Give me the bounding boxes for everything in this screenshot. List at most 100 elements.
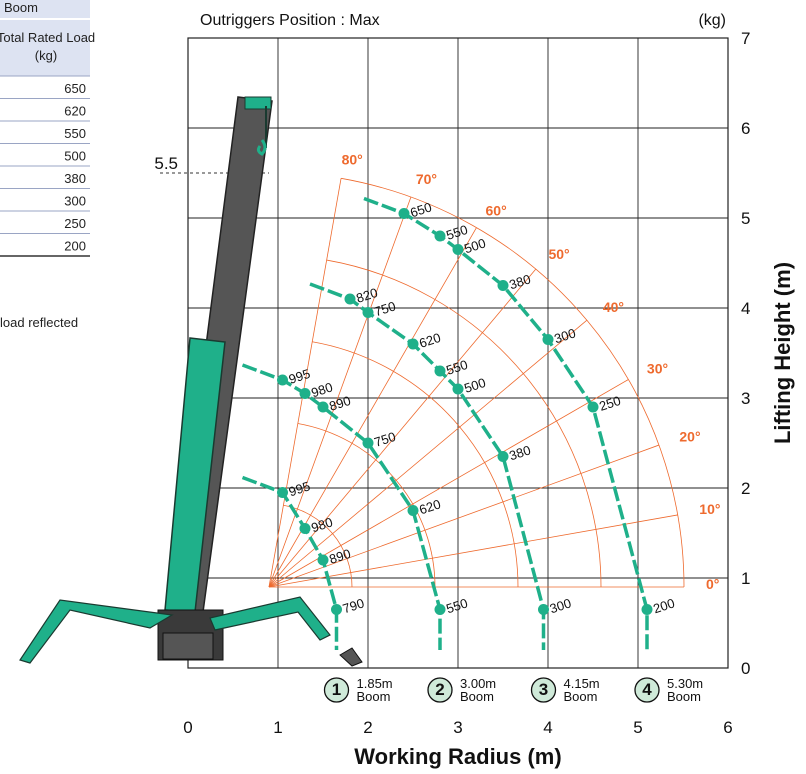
angle-label: 70° (416, 171, 437, 187)
load-point (452, 383, 464, 395)
radius-angle-guides: 80° 70° 60° 50° 40° 30° 20° 10° 0° (268, 152, 720, 592)
crane-illustration (19, 96, 363, 667)
guide-ray (268, 227, 477, 588)
table-header-band (0, 20, 90, 76)
load-label: 980 (309, 379, 334, 400)
x-tick-label: 3 (453, 718, 462, 737)
load-point (317, 554, 329, 566)
x-tick-label: 5 (633, 718, 642, 737)
guide-ray (268, 319, 588, 588)
load-point (434, 604, 446, 615)
load-label: 890 (327, 393, 352, 414)
guide-ray (268, 196, 412, 588)
y-tick-label: 2 (741, 479, 750, 498)
load-label: 750 (372, 429, 397, 450)
table-column-header: Total Rated Load (0, 30, 95, 45)
x-tick-label: 1 (273, 718, 282, 737)
unit-label: (kg) (698, 12, 726, 29)
load-label: 820 (354, 285, 379, 306)
load-point (497, 280, 509, 291)
grid-lines (160, 38, 728, 668)
rated-load-table: Boom Total Rated Load (kg) 650 620 550 500 3… (0, 0, 95, 330)
guide-ray (268, 178, 342, 588)
x-tick-label: 0 (183, 718, 192, 737)
load-label: 620 (417, 496, 442, 517)
angle-label: 40° (603, 299, 624, 315)
y-tick-label: 6 (741, 119, 750, 138)
table-cell-value: 500 (64, 149, 86, 164)
crane-tracks (162, 632, 214, 660)
table-cell-value: 300 (64, 194, 86, 209)
boom-length: 4.15m (564, 676, 600, 691)
angle-label: 10° (699, 501, 720, 517)
load-label: 550 (444, 222, 469, 243)
table-cell-value: 200 (64, 239, 86, 254)
load-point (434, 365, 446, 377)
load-label: 995 (287, 478, 312, 499)
boom-length: 5.30m (667, 676, 703, 691)
outrigger-right (209, 596, 331, 641)
angle-label: 50° (548, 246, 569, 262)
y-tick-label: 5 (741, 209, 750, 228)
angle-label: 20° (679, 429, 700, 445)
boom-number: 4 (642, 680, 652, 699)
load-label: 550 (444, 357, 469, 378)
load-point (331, 604, 342, 615)
boom-number-badge (530, 677, 557, 703)
load-point (434, 230, 446, 242)
x-tick-label: 6 (723, 718, 732, 737)
boom-word: Boom (667, 689, 701, 704)
table-cell-value: 250 (64, 216, 86, 231)
table-rows: 650 620 550 500 380 300 250 200 (0, 75, 90, 257)
boom-word: Boom (357, 689, 391, 704)
load-point (299, 523, 311, 534)
load-label: 500 (462, 235, 487, 256)
load-label: 500 (462, 375, 487, 396)
x-tick-label: 2 (363, 718, 372, 737)
angle-label: 30° (647, 361, 668, 377)
load-point (407, 338, 419, 350)
height-marker-label: 5.5 (154, 154, 178, 173)
load-label: 890 (327, 546, 352, 567)
load-label: 250 (597, 393, 622, 414)
y-tick-label: 1 (741, 569, 750, 588)
boom-head (244, 96, 272, 110)
angle-label: 80° (342, 152, 363, 168)
load-label: 995 (287, 366, 312, 387)
y-tick-label: 0 (741, 659, 750, 678)
boom-length: 3.00m (460, 676, 496, 691)
boom-number: 2 (435, 680, 444, 699)
load-point (277, 487, 288, 498)
guide-ray (268, 444, 660, 588)
angle-label: 0° (706, 576, 719, 592)
load-label: 790 (341, 595, 366, 616)
table-column-unit: (kg) (35, 48, 57, 63)
load-point (497, 451, 509, 462)
load-label: 380 (507, 442, 532, 463)
table-cell-value: 550 (64, 126, 86, 141)
load-label: 200 (651, 595, 676, 616)
load-point (542, 334, 554, 345)
boom-number-badge (427, 677, 453, 703)
load-point (538, 604, 549, 615)
load-label: 300 (548, 595, 573, 616)
boom-word: Boom (460, 689, 494, 704)
outrigger-pad (339, 647, 363, 667)
load-point (362, 437, 374, 449)
boom-number: 3 (539, 680, 548, 699)
y-tick-label: 4 (741, 299, 750, 318)
load-point (362, 307, 374, 318)
y-axis-title: Lifting Height (m) (770, 262, 795, 444)
load-label: 550 (444, 595, 469, 616)
x-tick-label: 4 (543, 718, 552, 737)
load-label: 750 (372, 298, 397, 319)
load-label: 620 (417, 330, 442, 351)
guide-ray (268, 514, 678, 588)
load-point (641, 604, 653, 615)
y-tick-label: 7 (741, 29, 750, 48)
x-axis-title: Working Radius (m) (354, 744, 561, 769)
load-point (398, 208, 410, 219)
boom-number-badge (323, 677, 350, 703)
load-label: 650 (408, 199, 433, 220)
